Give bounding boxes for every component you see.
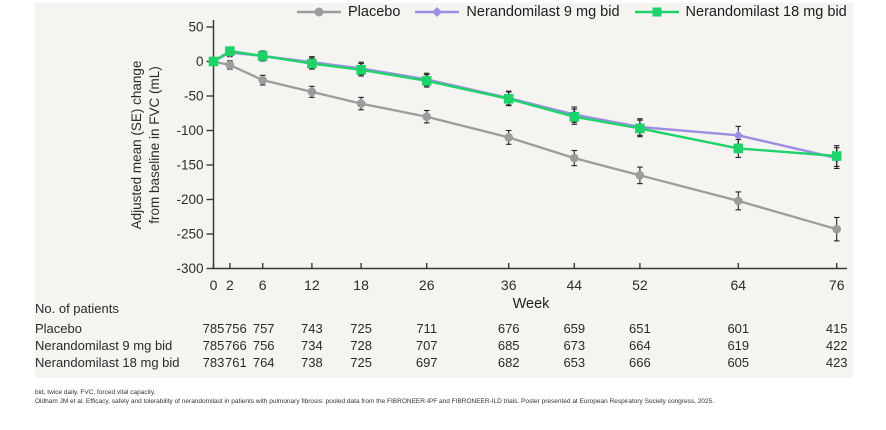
patients-count: 725 bbox=[350, 355, 372, 370]
legend-item-nerandomilast-18mg: Nerandomilast 18 mg bid bbox=[634, 4, 847, 20]
x-tick-label: 36 bbox=[501, 277, 517, 293]
patients-count: 785 bbox=[202, 321, 225, 336]
patients-count: 682 bbox=[497, 355, 520, 370]
patients-count: 707 bbox=[415, 338, 438, 353]
patients-count: 756 bbox=[225, 321, 247, 336]
x-tick-label: 0 bbox=[210, 277, 218, 293]
patients-count: 666 bbox=[629, 355, 651, 370]
patients-row-label: Placebo bbox=[35, 321, 82, 336]
patients-count: 664 bbox=[629, 338, 651, 353]
patients-count: 653 bbox=[563, 355, 586, 370]
series-nerandomilast-18-mg-bid bbox=[208, 46, 842, 167]
x-tick-label: 76 bbox=[829, 277, 845, 293]
patients-count: 697 bbox=[415, 355, 438, 370]
patients-count: 423 bbox=[825, 355, 848, 370]
patients-count: 711 bbox=[416, 321, 438, 336]
nerandomilast-9mg-line-diamond-marker-icon bbox=[415, 7, 460, 17]
y-axis-ticks: 50 0 -50 -100 -150 -200 -250 -300 bbox=[176, 20, 214, 276]
patients-count: 676 bbox=[497, 321, 520, 336]
x-tick-label: 6 bbox=[259, 277, 267, 293]
patients-table-title: No. of patients bbox=[35, 301, 119, 316]
patients-count: 785 bbox=[202, 338, 225, 353]
markers bbox=[209, 57, 841, 234]
x-axis-label: Week bbox=[512, 296, 550, 312]
placebo-line-circle-marker-icon bbox=[297, 7, 341, 17]
nerandomilast-18mg-line-square-marker-icon bbox=[634, 7, 679, 17]
x-axis-ticks: 0 2 6 12 18 26 36 44 52 64 76 bbox=[210, 263, 845, 293]
legend-item-nerandomilast-9mg: Nerandomilast 9 mg bid bbox=[414, 4, 620, 20]
markers bbox=[208, 47, 842, 163]
patients-count: 685 bbox=[497, 338, 520, 353]
x-tick-label: 52 bbox=[632, 277, 648, 293]
y-tick-label: -300 bbox=[176, 261, 203, 276]
series-placebo bbox=[209, 57, 841, 242]
patients-count: 728 bbox=[350, 338, 372, 353]
y-tick-label: -150 bbox=[176, 158, 203, 173]
footnote-citation: Oldham JM et al. Efficacy, safety and to… bbox=[35, 398, 714, 405]
patients-count: 757 bbox=[252, 321, 275, 336]
patients-count: 605 bbox=[727, 355, 750, 370]
patients-count: 725 bbox=[350, 321, 372, 336]
patients-count: 601 bbox=[727, 321, 750, 336]
error-bars bbox=[227, 47, 840, 169]
patients-count: 619 bbox=[727, 338, 750, 353]
x-tick-label: 2 bbox=[226, 277, 234, 293]
x-tick-label: 18 bbox=[353, 277, 369, 293]
x-tick-label: 26 bbox=[419, 277, 435, 293]
y-tick-label: -250 bbox=[176, 227, 203, 242]
chart-panel-background bbox=[35, 3, 853, 378]
patients-count: 673 bbox=[563, 338, 586, 353]
x-tick-label: 44 bbox=[567, 277, 583, 293]
series-nerandomilast-9-mg-bid bbox=[208, 47, 842, 169]
patients-count: 743 bbox=[301, 321, 323, 336]
y-tick-label: -100 bbox=[176, 123, 203, 138]
y-tick-label: -50 bbox=[184, 89, 204, 104]
chart-legend: Placebo Nerandomilast 9 mg bid Nerandomi… bbox=[296, 4, 847, 20]
patients-count: 659 bbox=[563, 321, 586, 336]
patients-count: 761 bbox=[225, 355, 247, 370]
patients-count: 783 bbox=[202, 355, 225, 370]
patients-count: 764 bbox=[252, 355, 275, 370]
legend-item-placebo: Placebo bbox=[296, 4, 400, 20]
y-tick-label: -200 bbox=[176, 192, 203, 207]
error-bars bbox=[227, 60, 840, 242]
y-tick-label: 0 bbox=[196, 54, 204, 69]
markers bbox=[208, 46, 842, 161]
x-tick-label: 64 bbox=[731, 277, 747, 293]
patients-count: 766 bbox=[225, 338, 247, 353]
patients-count: 422 bbox=[825, 338, 848, 353]
patients-count: 651 bbox=[629, 321, 651, 336]
legend-label-nerandomilast-18mg: Nerandomilast 18 mg bid bbox=[685, 4, 847, 20]
footnote-abbreviations: bid, twice daily. FVC, forced vital capa… bbox=[35, 389, 156, 396]
legend-label-placebo: Placebo bbox=[348, 4, 401, 20]
y-axis-label-line2: from baseline in FVC (mL) bbox=[147, 66, 162, 224]
patients-count: 734 bbox=[301, 338, 323, 353]
legend-label-nerandomilast-9mg: Nerandomilast 9 mg bid bbox=[466, 4, 620, 20]
y-axis-label: Adjusted mean (SE) change from baseline … bbox=[128, 61, 164, 230]
patients-count: 756 bbox=[252, 338, 275, 353]
y-axis-label-line1: Adjusted mean (SE) change bbox=[129, 60, 145, 230]
patients-row-label: Nerandomilast 9 mg bid bbox=[35, 338, 173, 353]
x-tick-label: 12 bbox=[304, 277, 320, 293]
patients-count: 415 bbox=[825, 321, 848, 336]
y-tick-label: 50 bbox=[188, 20, 203, 35]
patients-row-label: Nerandomilast 18 mg bid bbox=[35, 355, 180, 370]
patients-count: 738 bbox=[301, 355, 323, 370]
